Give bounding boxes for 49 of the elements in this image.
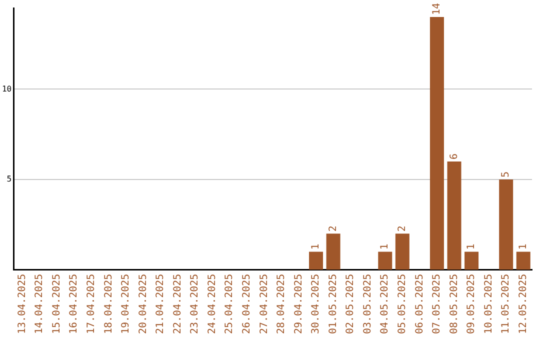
x-tick-label: 04.05.2025	[380, 274, 391, 334]
x-tick-label: 18.04.2025	[103, 274, 114, 334]
x-tick-label: 13.04.2025	[16, 274, 28, 334]
x-tick-label: 24.04.2025	[206, 274, 218, 334]
x-tick-label: 30.04.2025	[310, 274, 322, 334]
bar	[430, 17, 444, 270]
data-label: 5	[500, 171, 512, 178]
x-tick-label: 29.04.2025	[293, 274, 304, 334]
bar	[326, 234, 340, 270]
y-tick-label: 10	[2, 84, 12, 94]
x-tick-label: 25.04.2025	[224, 274, 236, 334]
bar	[309, 252, 324, 270]
data-label: 1	[466, 244, 478, 250]
bar	[464, 252, 479, 270]
bar	[447, 161, 462, 270]
bar	[378, 252, 392, 270]
x-tick-label: 20.04.2025	[138, 274, 149, 334]
x-tick-label: 23.04.2025	[190, 274, 201, 334]
x-tick-label: 22.04.2025	[172, 274, 184, 334]
x-tick-label: 26.04.2025	[241, 274, 252, 334]
x-tick-label: 02.05.2025	[345, 274, 356, 334]
x-tick-label: 16.04.2025	[68, 274, 80, 334]
x-tick-label: 01.05.2025	[328, 274, 339, 334]
x-tick-label: 09.05.2025	[466, 274, 478, 334]
x-tick-label: 11.05.2025	[500, 274, 512, 334]
data-label: 2	[328, 226, 339, 232]
x-tick-label: 28.04.2025	[276, 274, 288, 334]
bar	[516, 252, 530, 270]
bar	[499, 180, 514, 270]
x-tick-label: 14.04.2025	[34, 274, 46, 334]
data-label: 1	[310, 244, 322, 250]
x-tick-label: 17.04.2025	[86, 274, 97, 334]
data-label: 1	[380, 244, 391, 250]
x-tick-label: 07.05.2025	[432, 274, 443, 334]
x-tick-label: 10.05.2025	[483, 274, 494, 334]
x-tick-label: 21.04.2025	[155, 274, 166, 334]
x-tick-label: 19.04.2025	[120, 274, 132, 334]
x-tick-label: 05.05.2025	[397, 274, 408, 334]
x-tick-label: 03.05.2025	[362, 274, 374, 334]
x-tick-label: 15.04.2025	[51, 274, 62, 334]
x-tick-label: 06.05.2025	[414, 274, 426, 334]
x-tick-label: 12.05.2025	[518, 274, 529, 334]
data-label: 14	[432, 2, 443, 16]
data-label: 1	[518, 244, 529, 250]
x-tick-label: 27.04.2025	[258, 274, 270, 334]
data-label: 6	[448, 153, 460, 160]
x-tick-label: 08.05.2025	[448, 274, 460, 334]
data-label: 2	[397, 226, 408, 232]
bar	[395, 234, 410, 270]
